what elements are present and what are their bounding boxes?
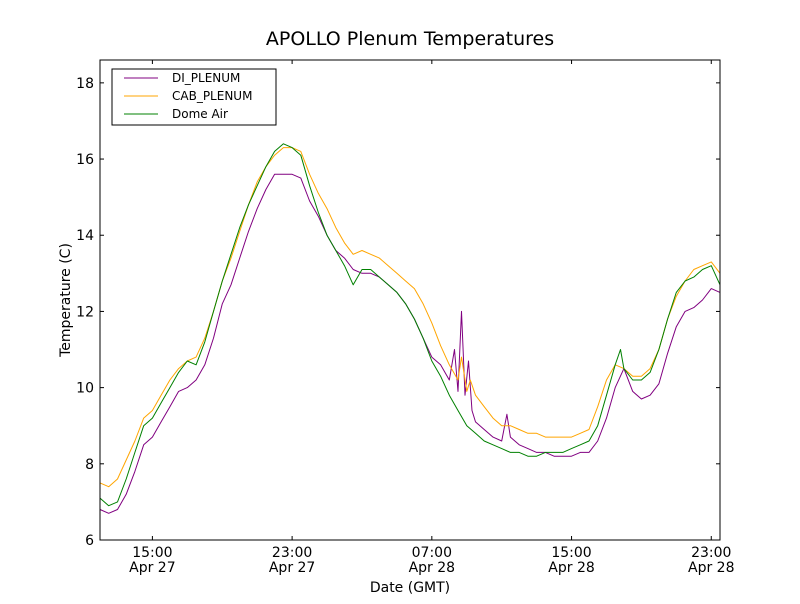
series-line-dome-air	[99, 143, 721, 507]
y-tick-label: 6	[85, 533, 94, 549]
y-tick-label: 14	[76, 228, 94, 244]
plot-lines	[99, 143, 721, 514]
plot-frame	[99, 59, 721, 541]
x-tick-sublabel: Apr 28	[688, 560, 734, 576]
x-tick-label: 15:00	[132, 545, 172, 561]
x-tick-label: 07:00	[412, 545, 452, 561]
legend-label-di-plenum: DI_PLENUM	[172, 71, 240, 85]
x-tick-sublabel: Apr 27	[129, 560, 175, 576]
x-tick-sublabel: Apr 28	[409, 560, 455, 576]
x-tick-label: 23:00	[691, 545, 731, 561]
y-tick-label: 10	[76, 381, 94, 397]
legend: DI_PLENUM CAB_PLENUM Dome Air	[111, 68, 277, 126]
y-tick-label: 8	[85, 457, 94, 473]
chart-title: APOLLO Plenum Temperatures	[266, 28, 554, 50]
x-tick-sublabel: Apr 27	[269, 560, 315, 576]
y-axis-label: Temperature (C)	[58, 243, 74, 358]
series-line-cab-plenum	[99, 147, 721, 488]
x-tick-label: 15:00	[551, 545, 591, 561]
x-axis-label: Date (GMT)	[370, 580, 450, 596]
y-tick-label: 18	[76, 76, 94, 92]
y-tick-label: 16	[76, 152, 94, 168]
x-tick-sublabel: Apr 28	[548, 560, 594, 576]
legend-label-dome-air: Dome Air	[172, 107, 228, 121]
series-line-di-plenum	[99, 173, 721, 514]
legend-label-cab-plenum: CAB_PLENUM	[172, 89, 252, 103]
x-tick-label: 23:00	[272, 545, 312, 561]
y-tick-label: 12	[76, 304, 94, 320]
